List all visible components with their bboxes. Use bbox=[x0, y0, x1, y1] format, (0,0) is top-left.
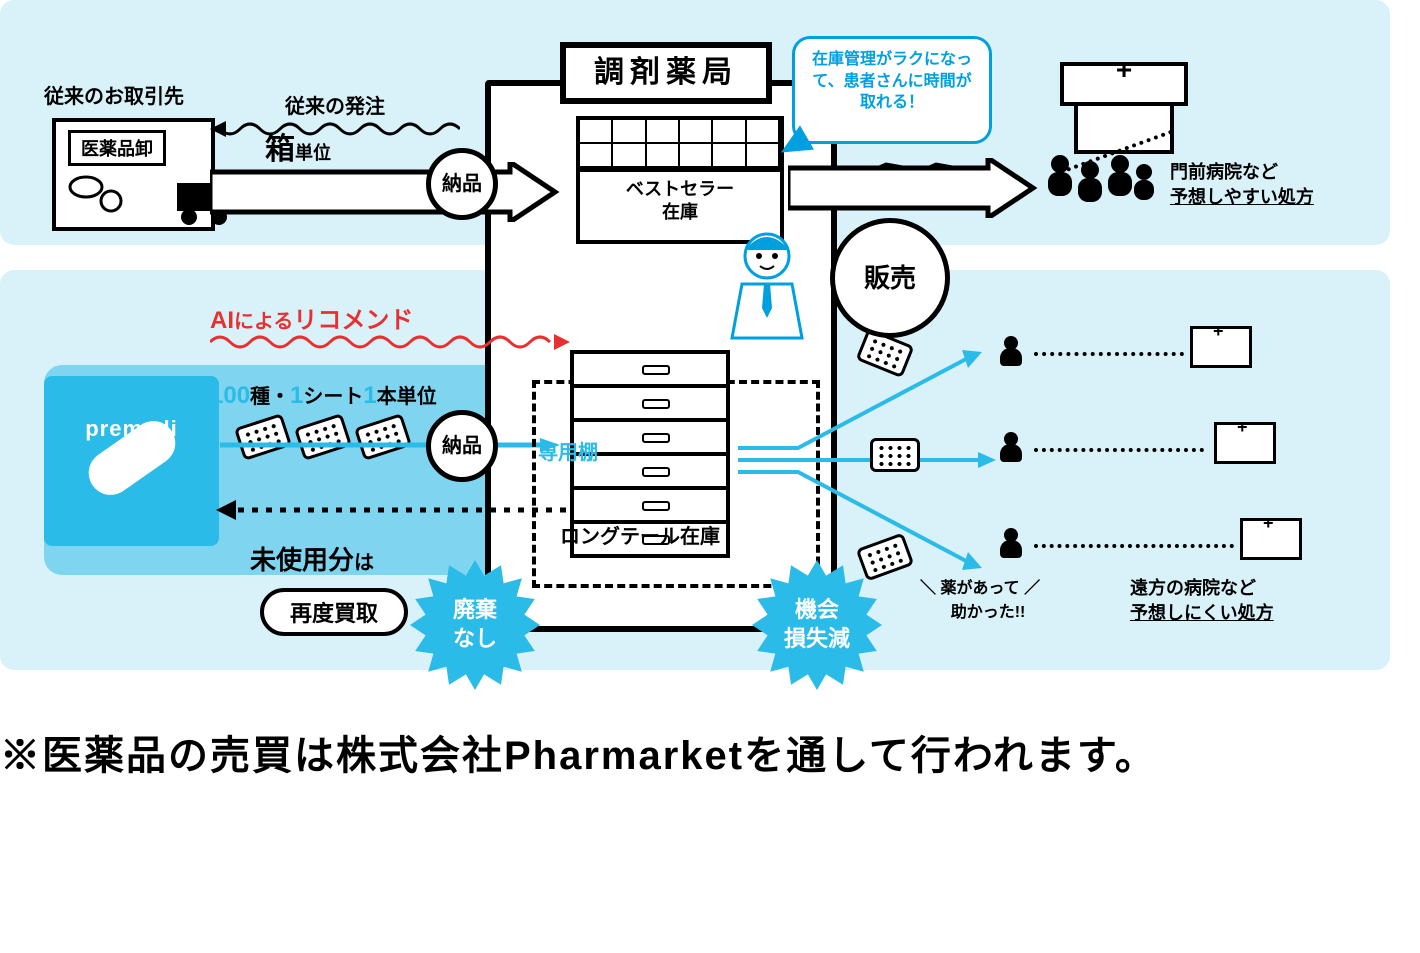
speech-bubble: 在庫管理がラクになって、患者さんに時間が取れる！ bbox=[792, 36, 992, 144]
dotted-line bbox=[1034, 544, 1234, 548]
wholesaler-box: 医薬品卸 bbox=[52, 118, 215, 231]
person-icon bbox=[1000, 336, 1022, 366]
person-icon bbox=[1000, 528, 1022, 558]
ai-wavy-arrow bbox=[210, 332, 570, 352]
footer-caption: ※医薬品の売買は株式会社Pharmarketを通して行われます。 bbox=[0, 720, 1380, 792]
pharmacist-icon bbox=[722, 228, 812, 348]
person-icon bbox=[1000, 432, 1022, 462]
return-dotted-arrow bbox=[216, 498, 566, 522]
starburst-no-waste: 廃棄 なし bbox=[410, 560, 540, 690]
ai-recommend-label: AIによるリコメンド bbox=[210, 300, 413, 335]
traditional-order-arrow: 従来の発注 bbox=[210, 90, 460, 144]
hospital-large-icon bbox=[1060, 62, 1188, 154]
delivery-circle-top: 納品 bbox=[426, 148, 498, 220]
hundred-types-label: 100種・1シート1本単位 bbox=[210, 380, 437, 410]
sales-circle: 販売 bbox=[830, 218, 950, 338]
far-hospital-label: 遠方の病院など予想しにくい処方 bbox=[1130, 576, 1274, 626]
dotted-line bbox=[1034, 448, 1204, 452]
label-nearby-hospital: 門前病院など予想しやすい処方 bbox=[1170, 160, 1314, 210]
mini-hospital-icon bbox=[1240, 518, 1302, 560]
pharmacy-title: 調剤薬局 bbox=[560, 42, 772, 104]
blister-icon bbox=[870, 438, 920, 472]
arrow-into-pharmacy bbox=[210, 162, 560, 222]
bestseller-label: ベストセラー在庫 bbox=[580, 172, 780, 223]
stock-grid-icon bbox=[580, 120, 780, 172]
wholesaler-label: 医薬品卸 bbox=[68, 130, 166, 166]
pill-truck-icon bbox=[66, 169, 136, 219]
premedi-logo-box: premedi bbox=[44, 376, 219, 546]
traditional-order-label: 従来の発注 bbox=[210, 90, 460, 119]
starburst-loss-reduce: 機会 損失減 bbox=[752, 560, 882, 690]
dotted-line bbox=[1034, 352, 1184, 356]
mini-hospital-icon bbox=[1214, 422, 1276, 464]
diagram-stage: 調剤薬局 ベストセラー在庫 従来のお取引先 医薬品卸 従来の発注 箱単位 納品 … bbox=[0, 0, 1420, 953]
mini-hospital-icon bbox=[1190, 326, 1252, 368]
bestseller-stock: ベストセラー在庫 bbox=[576, 116, 784, 244]
med-helped-label: ＼ 薬があって ／ 助かった!! bbox=[920, 574, 1040, 622]
rebuy-pill: 再度買取 bbox=[260, 588, 408, 636]
dedicated-shelf-label: 専用棚 bbox=[538, 436, 598, 465]
delivery-circle-bottom: 納品 bbox=[426, 410, 498, 482]
longtail-label: ロングテール在庫 bbox=[560, 520, 720, 549]
blue-arrow-to-shelf bbox=[220, 438, 560, 452]
arrow-out-to-customers bbox=[788, 158, 1038, 218]
traditional-supplier-title: 従来のお取引先 bbox=[44, 80, 184, 109]
unused-label: 未使用分は bbox=[250, 540, 374, 577]
